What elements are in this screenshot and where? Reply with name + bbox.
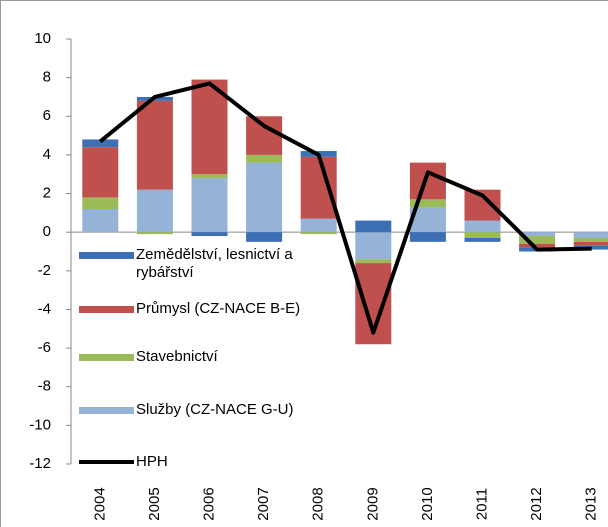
x-tick-label: 2004 [91, 487, 108, 520]
legend-swatch [79, 407, 134, 414]
y-tick-label: -6 [38, 339, 51, 356]
bar-segment [573, 232, 608, 238]
y-tick-label: -2 [38, 262, 51, 279]
bar-segment [136, 189, 173, 233]
bar-segment [246, 154, 283, 163]
bar-segment [464, 232, 501, 238]
legend-item: Služby (CZ-NACE G-U) [79, 401, 336, 419]
bar-segment [82, 209, 119, 233]
bar-segment [409, 232, 446, 242]
bar-segment [191, 232, 228, 237]
legend-item: Stavebnictví [79, 348, 336, 366]
y-tick-label: 0 [43, 223, 51, 240]
bar-segment [300, 218, 337, 233]
bar-segment [82, 147, 119, 198]
bar-segment [409, 199, 446, 208]
bar-segment [300, 156, 337, 219]
legend-swatch [79, 306, 134, 313]
line-series [99, 81, 592, 335]
bar-segment [464, 220, 501, 233]
x-tick-label: 2005 [146, 487, 163, 520]
y-tick-label: 2 [43, 185, 51, 202]
y-tick-label: 10 [34, 30, 51, 47]
y-tick-label: -8 [38, 378, 51, 395]
x-tick-label: 2011 [473, 488, 490, 520]
bar-segment [573, 237, 608, 242]
legend-swatch [79, 354, 134, 361]
bar-segment [191, 178, 228, 233]
bar-segment [355, 220, 392, 233]
bar-segment [82, 197, 119, 209]
legend-label: Zemědělství, lesnictví a rybářství [136, 246, 293, 281]
bar-segment [246, 162, 283, 233]
bar-segment [519, 232, 556, 237]
y-tick-label: -12 [29, 455, 51, 472]
legend-label: Služby (CZ-NACE G-U) [136, 401, 294, 418]
y-tick-label: -10 [29, 416, 51, 433]
bar-segment [300, 232, 337, 235]
bar-segment [246, 232, 283, 242]
bar-segment [573, 241, 608, 246]
x-tick-label: 2006 [200, 487, 217, 520]
bar-segment [464, 237, 501, 242]
legend-label: Průmysl (CZ-NACE B-E) [136, 300, 301, 317]
bar-segment [519, 236, 556, 244]
bar-segment [136, 100, 173, 190]
x-tick-label: 2008 [310, 487, 327, 520]
bar-segment [519, 243, 556, 248]
legend-item: Průmysl (CZ-NACE B-E) [79, 300, 336, 318]
x-tick-label: 2013 [583, 487, 600, 520]
legend-swatch [79, 252, 134, 259]
bar-segment [82, 139, 119, 148]
legend-label: HPH [136, 453, 168, 470]
bar-segment [191, 174, 228, 179]
x-tick-label: 2007 [255, 487, 272, 520]
legend-swatch [79, 460, 134, 464]
x-tick-label: 2009 [364, 487, 381, 520]
y-tick-label: 4 [43, 146, 51, 163]
legend-item: Zemědělství, lesnictví a rybářství [79, 246, 336, 282]
bar-segment [355, 232, 392, 260]
bar-segment [136, 232, 173, 235]
bar-segment [246, 116, 283, 155]
legend-label: Stavebnictví [136, 348, 218, 365]
x-tick-label: 2010 [419, 487, 436, 520]
x-tick-label: 2012 [528, 487, 545, 520]
bar-segment [191, 79, 228, 175]
legend-item: HPH [79, 453, 336, 471]
y-tick-label: -4 [38, 300, 51, 317]
bar-segment [355, 259, 392, 264]
y-tick-label: 8 [43, 69, 51, 86]
bar-segment [409, 162, 446, 200]
y-tick-label: 6 [43, 107, 51, 124]
